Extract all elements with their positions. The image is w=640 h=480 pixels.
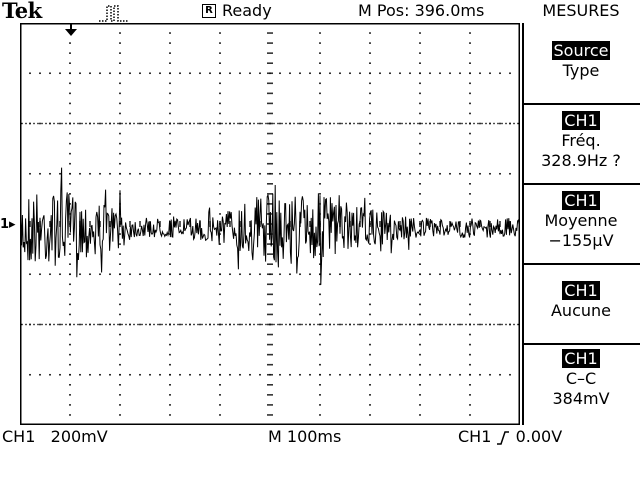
run-state-box: R xyxy=(202,3,216,18)
menu-value: 384mV xyxy=(552,389,610,408)
menu-badge: CH1 xyxy=(562,111,600,130)
acquisition-status: R Ready xyxy=(202,1,272,20)
ch1-waveform xyxy=(20,167,520,285)
menu-separator xyxy=(522,263,640,265)
menu-separator xyxy=(522,183,640,185)
status-text: Ready xyxy=(222,1,272,20)
menu-item-ch1-pk-pk[interactable]: CH1 C–C 384mV xyxy=(522,349,640,409)
menu-separator xyxy=(522,343,640,345)
measure-menu: Source Type CH1 Fréq. 328.9Hz ? CH1 Moye… xyxy=(522,23,640,425)
menu-badge: CH1 xyxy=(562,349,600,368)
menu-item-source-type[interactable]: Source Type xyxy=(522,41,640,81)
trigger-readout: CH1 0.00V xyxy=(458,427,562,446)
trigger-level: 0.00V xyxy=(515,427,563,446)
menu-line: Type xyxy=(562,61,600,80)
trigger-position-arrow-icon xyxy=(65,24,77,36)
rising-edge-icon xyxy=(497,430,510,445)
menu-item-ch1-mean[interactable]: CH1 Moyenne −155μV xyxy=(522,191,640,251)
menu-separator xyxy=(522,103,640,105)
menu-line: Moyenne xyxy=(544,211,618,230)
graticule-border xyxy=(20,23,520,425)
brand-logo: Tek xyxy=(2,0,42,23)
menu-badge: Source xyxy=(551,41,611,60)
timebase-readout: M 100ms xyxy=(268,427,342,446)
menu-value: 328.9Hz ? xyxy=(541,151,621,170)
pulse-square-icon xyxy=(99,5,129,22)
menu-item-ch1-none[interactable]: CH1 Aucune xyxy=(522,281,640,321)
menu-badge: CH1 xyxy=(562,191,600,210)
menu-value: −155μV xyxy=(548,231,614,250)
menu-line: Fréq. xyxy=(561,131,601,150)
menu-divider-vertical xyxy=(522,23,524,425)
menu-title: MESURES xyxy=(542,1,620,20)
channel-1-marker: 1▸ xyxy=(0,217,16,232)
menu-item-ch1-freq[interactable]: CH1 Fréq. 328.9Hz ? xyxy=(522,111,640,171)
menu-line: Aucune xyxy=(550,301,611,320)
ch1-scale-readout: CH1 200mV xyxy=(2,427,108,446)
menu-line: C–C xyxy=(565,369,597,388)
main-position-readout: M Pos: 396.0ms xyxy=(358,1,485,20)
trigger-channel: CH1 xyxy=(458,427,492,446)
waveform-graticule xyxy=(20,23,520,425)
menu-badge: CH1 xyxy=(562,281,600,300)
